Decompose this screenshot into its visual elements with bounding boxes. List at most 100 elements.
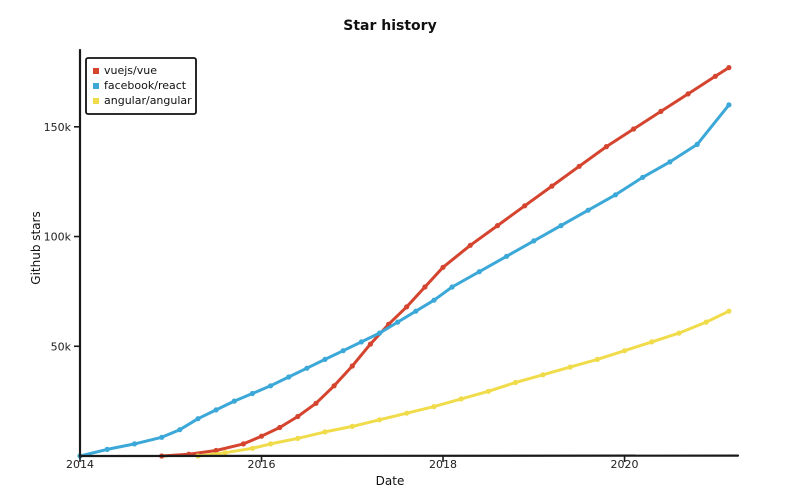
data-point [640, 174, 646, 180]
data-point [431, 404, 437, 410]
data-point [304, 365, 310, 371]
data-point [395, 319, 401, 325]
legend-swatch [93, 98, 99, 104]
data-point [367, 341, 373, 347]
data-point [376, 330, 383, 336]
y-tick-label: 50k [51, 340, 72, 353]
data-point [712, 73, 718, 79]
data-point [485, 388, 491, 394]
data-point [431, 297, 437, 303]
data-point [213, 447, 219, 454]
y-tick-label: 150k [44, 121, 72, 134]
data-point [567, 364, 573, 370]
x-tick-label: 2018 [429, 458, 457, 471]
data-point [195, 416, 201, 422]
x-tick-label: 2016 [248, 458, 276, 471]
legend-box [85, 57, 197, 115]
data-point [104, 446, 110, 452]
series-line [78, 103, 731, 458]
data-point [622, 348, 628, 354]
data-point [558, 223, 564, 229]
data-point [159, 434, 165, 440]
data-point [268, 441, 274, 447]
x-axis-title: Date [376, 474, 405, 488]
data-point [649, 339, 655, 345]
data-point [440, 264, 446, 270]
legend-label: angular/angular [104, 94, 192, 107]
data-point [249, 445, 255, 451]
series-vuejs-vue [159, 65, 732, 459]
data-point [476, 269, 482, 275]
data-point [494, 223, 501, 229]
data-point [349, 363, 355, 369]
data-point [413, 308, 419, 314]
data-point [726, 65, 732, 71]
legend-label: vuejs/vue [104, 64, 157, 77]
data-point [513, 379, 519, 386]
series-angular-angular [195, 308, 732, 459]
data-point [222, 450, 228, 456]
legend-label: facebook/react [104, 79, 187, 92]
y-tick-label: 100k [44, 231, 72, 244]
data-point [667, 159, 673, 165]
data-point [404, 304, 410, 310]
data-point [131, 441, 138, 447]
data-point [313, 400, 319, 406]
data-point [322, 429, 328, 435]
data-point [726, 308, 732, 314]
data-point [258, 433, 265, 439]
series-layer [77, 65, 732, 459]
series-line [160, 66, 731, 458]
data-point [240, 441, 246, 447]
data-point [631, 126, 637, 132]
data-point [726, 102, 732, 108]
data-point [685, 91, 691, 97]
data-point [531, 238, 537, 244]
data-point [340, 348, 346, 354]
data-point [404, 410, 410, 416]
chart-title: Star history [343, 18, 436, 34]
data-point [449, 284, 455, 290]
data-point [322, 356, 328, 362]
data-point [612, 192, 619, 198]
data-point [694, 141, 700, 147]
legend-swatch [93, 68, 99, 74]
data-point [286, 374, 292, 380]
data-point [522, 203, 528, 209]
data-point [422, 284, 428, 290]
x-axis-ticks: 2014 2016 2018 2020 [66, 456, 639, 471]
data-point [458, 396, 464, 402]
data-point [295, 435, 301, 441]
data-point [249, 390, 255, 397]
data-point [467, 242, 473, 248]
legend-swatch [93, 83, 99, 89]
legend: vuejs/vue facebook/react angular/angular [85, 57, 197, 115]
data-point [585, 207, 591, 213]
data-point [703, 319, 709, 325]
data-point [277, 424, 283, 431]
x-tick-label: 2014 [66, 458, 94, 471]
data-point [213, 407, 219, 413]
data-point [504, 253, 510, 259]
data-point [594, 356, 600, 362]
data-point [376, 417, 383, 423]
data-point [540, 372, 546, 378]
data-point [676, 330, 682, 336]
data-point [268, 383, 274, 389]
legend-items: vuejs/vue facebook/react angular/angular [93, 64, 192, 107]
y-axis-ticks: 50k 100k 150k [44, 121, 80, 353]
data-point [349, 423, 355, 429]
data-point [603, 144, 610, 150]
y-axis-title: Github stars [29, 211, 43, 284]
data-point [295, 413, 301, 420]
data-point [549, 183, 555, 189]
data-point [231, 398, 237, 404]
data-point [658, 108, 664, 114]
series-facebook-react [77, 102, 732, 459]
data-point [177, 427, 183, 433]
x-tick-label: 2020 [611, 458, 639, 471]
data-point [576, 163, 582, 169]
data-point [331, 383, 337, 389]
data-point [358, 339, 364, 345]
